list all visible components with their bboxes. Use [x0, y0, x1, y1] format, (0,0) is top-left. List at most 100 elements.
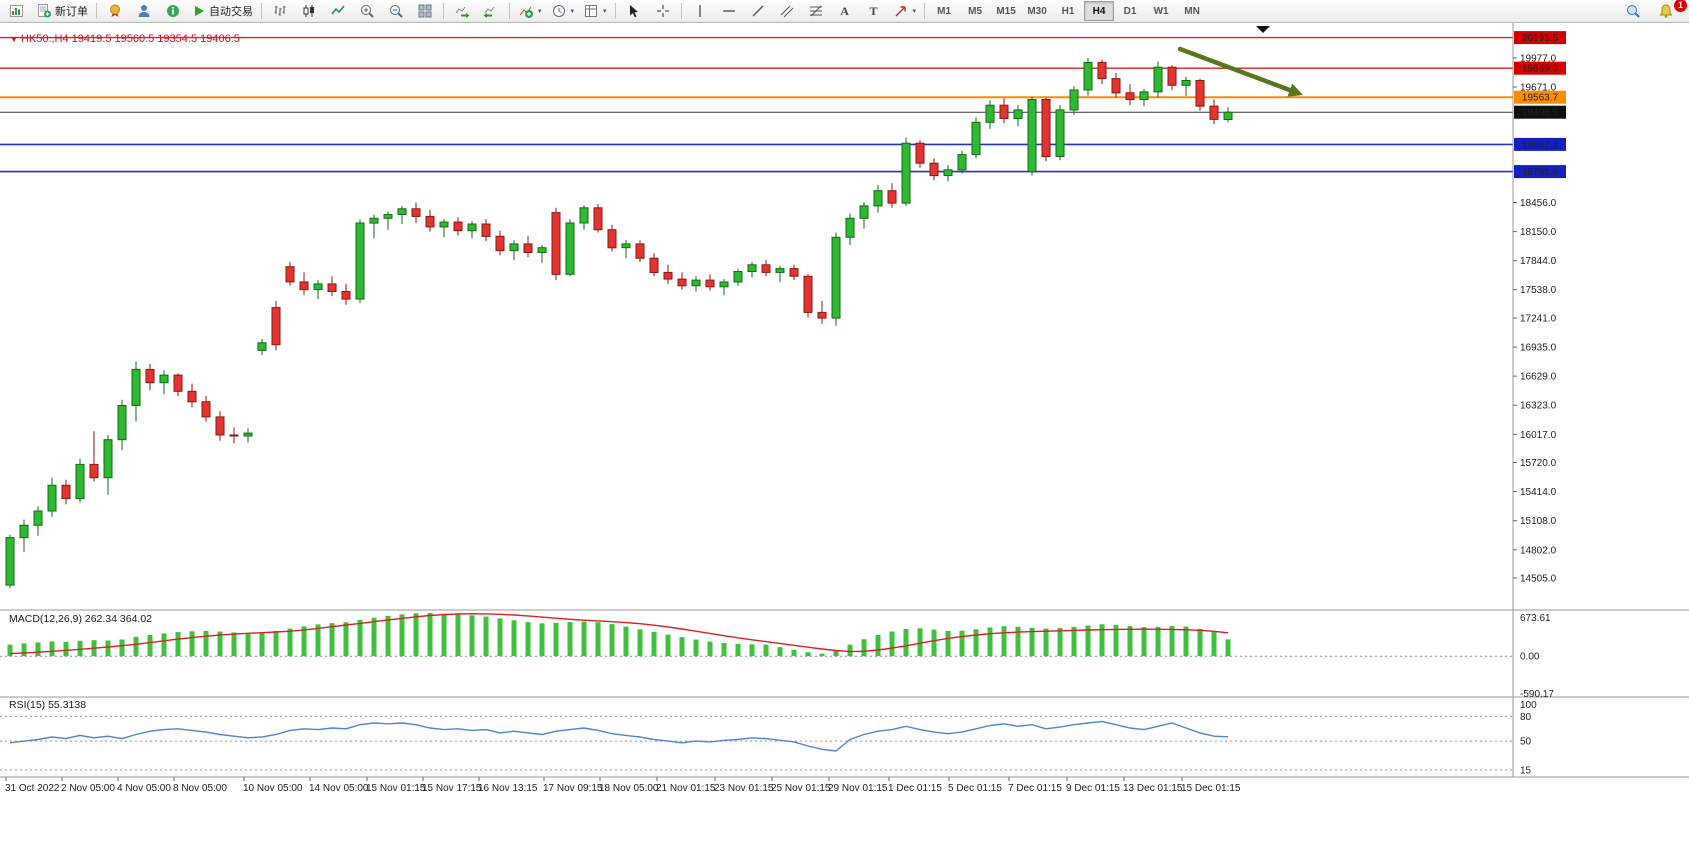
candlestick-mode-button[interactable]	[295, 0, 323, 22]
auto-scroll-icon	[455, 6, 470, 18]
candle	[873, 190, 883, 207]
candle	[943, 169, 953, 177]
channel-tool-button[interactable]	[773, 0, 801, 22]
signals-button[interactable]	[130, 0, 158, 22]
candle	[649, 257, 659, 274]
candle	[341, 291, 351, 300]
axis-price-label: 18781.6	[1522, 167, 1559, 178]
price-tick-label: 15108.0	[1520, 516, 1557, 527]
toolbar-separator	[96, 3, 97, 19]
timeframe-mn-button[interactable]: MN	[1184, 5, 1200, 17]
axis-price-label-box	[1514, 105, 1566, 119]
candle	[285, 266, 295, 283]
candle	[257, 342, 267, 351]
trendline-icon	[752, 5, 764, 17]
candle	[901, 142, 911, 204]
tile-windows-button[interactable]	[411, 0, 439, 22]
line-chart-icon	[331, 5, 345, 15]
candle	[215, 416, 225, 436]
price-tick-label: 16629.0	[1520, 372, 1557, 383]
trendline-tool-button[interactable]	[744, 0, 772, 22]
time-label: 29 Nov 01:15	[828, 783, 888, 794]
time-label: 5 Dec 01:15	[948, 783, 1002, 794]
fibonacci-tool-button[interactable]	[802, 0, 830, 22]
label-tool-button[interactable]: T	[860, 0, 888, 22]
timeframe-h4-button[interactable]: H4	[1084, 1, 1115, 21]
macd-panel: 673.61 0.00 -590.17	[0, 612, 1554, 700]
candle	[929, 162, 939, 177]
timeframe-m5-button[interactable]: M5	[968, 5, 983, 17]
candle	[705, 279, 715, 288]
axis-price-label: 19406.5	[1522, 108, 1559, 119]
candle	[1013, 109, 1023, 120]
periods-button[interactable]: ▾	[547, 0, 579, 22]
arrows-tool-button[interactable]: ▾	[889, 0, 921, 22]
candle	[1097, 61, 1107, 80]
time-label: 8 Nov 05:00	[173, 783, 227, 794]
timeframe-h1-button[interactable]: H1	[1061, 5, 1075, 17]
clock-icon	[552, 5, 565, 17]
candle	[411, 208, 421, 217]
indicators-button[interactable]: ▾	[514, 0, 546, 22]
axis-price-label: 19067.2	[1522, 140, 1559, 151]
candle	[383, 214, 393, 219]
candle	[845, 217, 855, 238]
market-button[interactable]	[101, 0, 129, 22]
auto-scroll-button[interactable]	[448, 0, 476, 22]
timeframe-d1-button[interactable]: D1	[1123, 5, 1137, 17]
autotrading-button[interactable]: 自动交易	[188, 0, 257, 22]
svg-text:80: 80	[1520, 712, 1532, 723]
candle	[691, 279, 701, 287]
trend-arrow-annotation	[1177, 46, 1303, 97]
candle	[229, 434, 239, 437]
chart-shift-button[interactable]	[477, 0, 505, 22]
text-tool-button[interactable]: A	[831, 0, 859, 22]
candle	[61, 484, 71, 500]
vertical-line-tool-button[interactable]	[686, 0, 714, 22]
axis-price-label-box	[1514, 31, 1566, 45]
templates-button[interactable]: ▾	[579, 0, 611, 22]
timeframe-m30-button[interactable]: M30	[1027, 5, 1047, 17]
candle	[747, 264, 757, 272]
zoom-in-icon	[361, 5, 374, 18]
price-tick-label: 17844.0	[1520, 256, 1557, 267]
time-label: 1 Dec 01:15	[888, 783, 942, 794]
candle	[33, 510, 43, 526]
candle	[495, 235, 505, 252]
bar-chart-mode-button[interactable]	[266, 0, 294, 22]
cursor-tool-button[interactable]	[620, 0, 648, 22]
candle	[915, 142, 925, 164]
zoom-out-button[interactable]	[382, 0, 410, 22]
zoom-in-button[interactable]	[353, 0, 381, 22]
candle	[537, 247, 547, 253]
community-button[interactable]	[159, 0, 187, 22]
search-button[interactable]	[1619, 0, 1647, 22]
candle	[467, 223, 477, 232]
time-label: 4 Nov 05:00	[117, 783, 171, 794]
candle	[1139, 91, 1149, 101]
chevron-down-icon: ▾	[912, 8, 917, 15]
new-chart-button[interactable]	[3, 0, 31, 22]
crosshair-tool-button[interactable]	[649, 0, 677, 22]
horizontal-line-tool-button[interactable]	[715, 0, 743, 22]
info-icon	[167, 5, 179, 17]
candle	[985, 104, 995, 123]
new-order-button[interactable]: 新订单	[32, 0, 92, 22]
chevron-down-icon: ▾	[570, 8, 575, 15]
price-tick-label: 16323.0	[1520, 401, 1557, 412]
svg-text:50: 50	[1520, 737, 1532, 748]
candle	[397, 208, 407, 216]
timeframe-m1-button[interactable]: M1	[937, 5, 952, 17]
notifications-button[interactable]: 1	[1652, 0, 1687, 22]
candle	[327, 283, 337, 292]
timeframe-w1-button[interactable]: W1	[1153, 5, 1169, 17]
timeframe-m15-button[interactable]: M15	[996, 5, 1016, 17]
line-chart-mode-button[interactable]	[324, 0, 352, 22]
candle	[1223, 111, 1233, 120]
toolbar-separator	[614, 3, 616, 19]
candle	[1153, 66, 1163, 93]
price-tick-label: 18456.0	[1520, 198, 1557, 209]
